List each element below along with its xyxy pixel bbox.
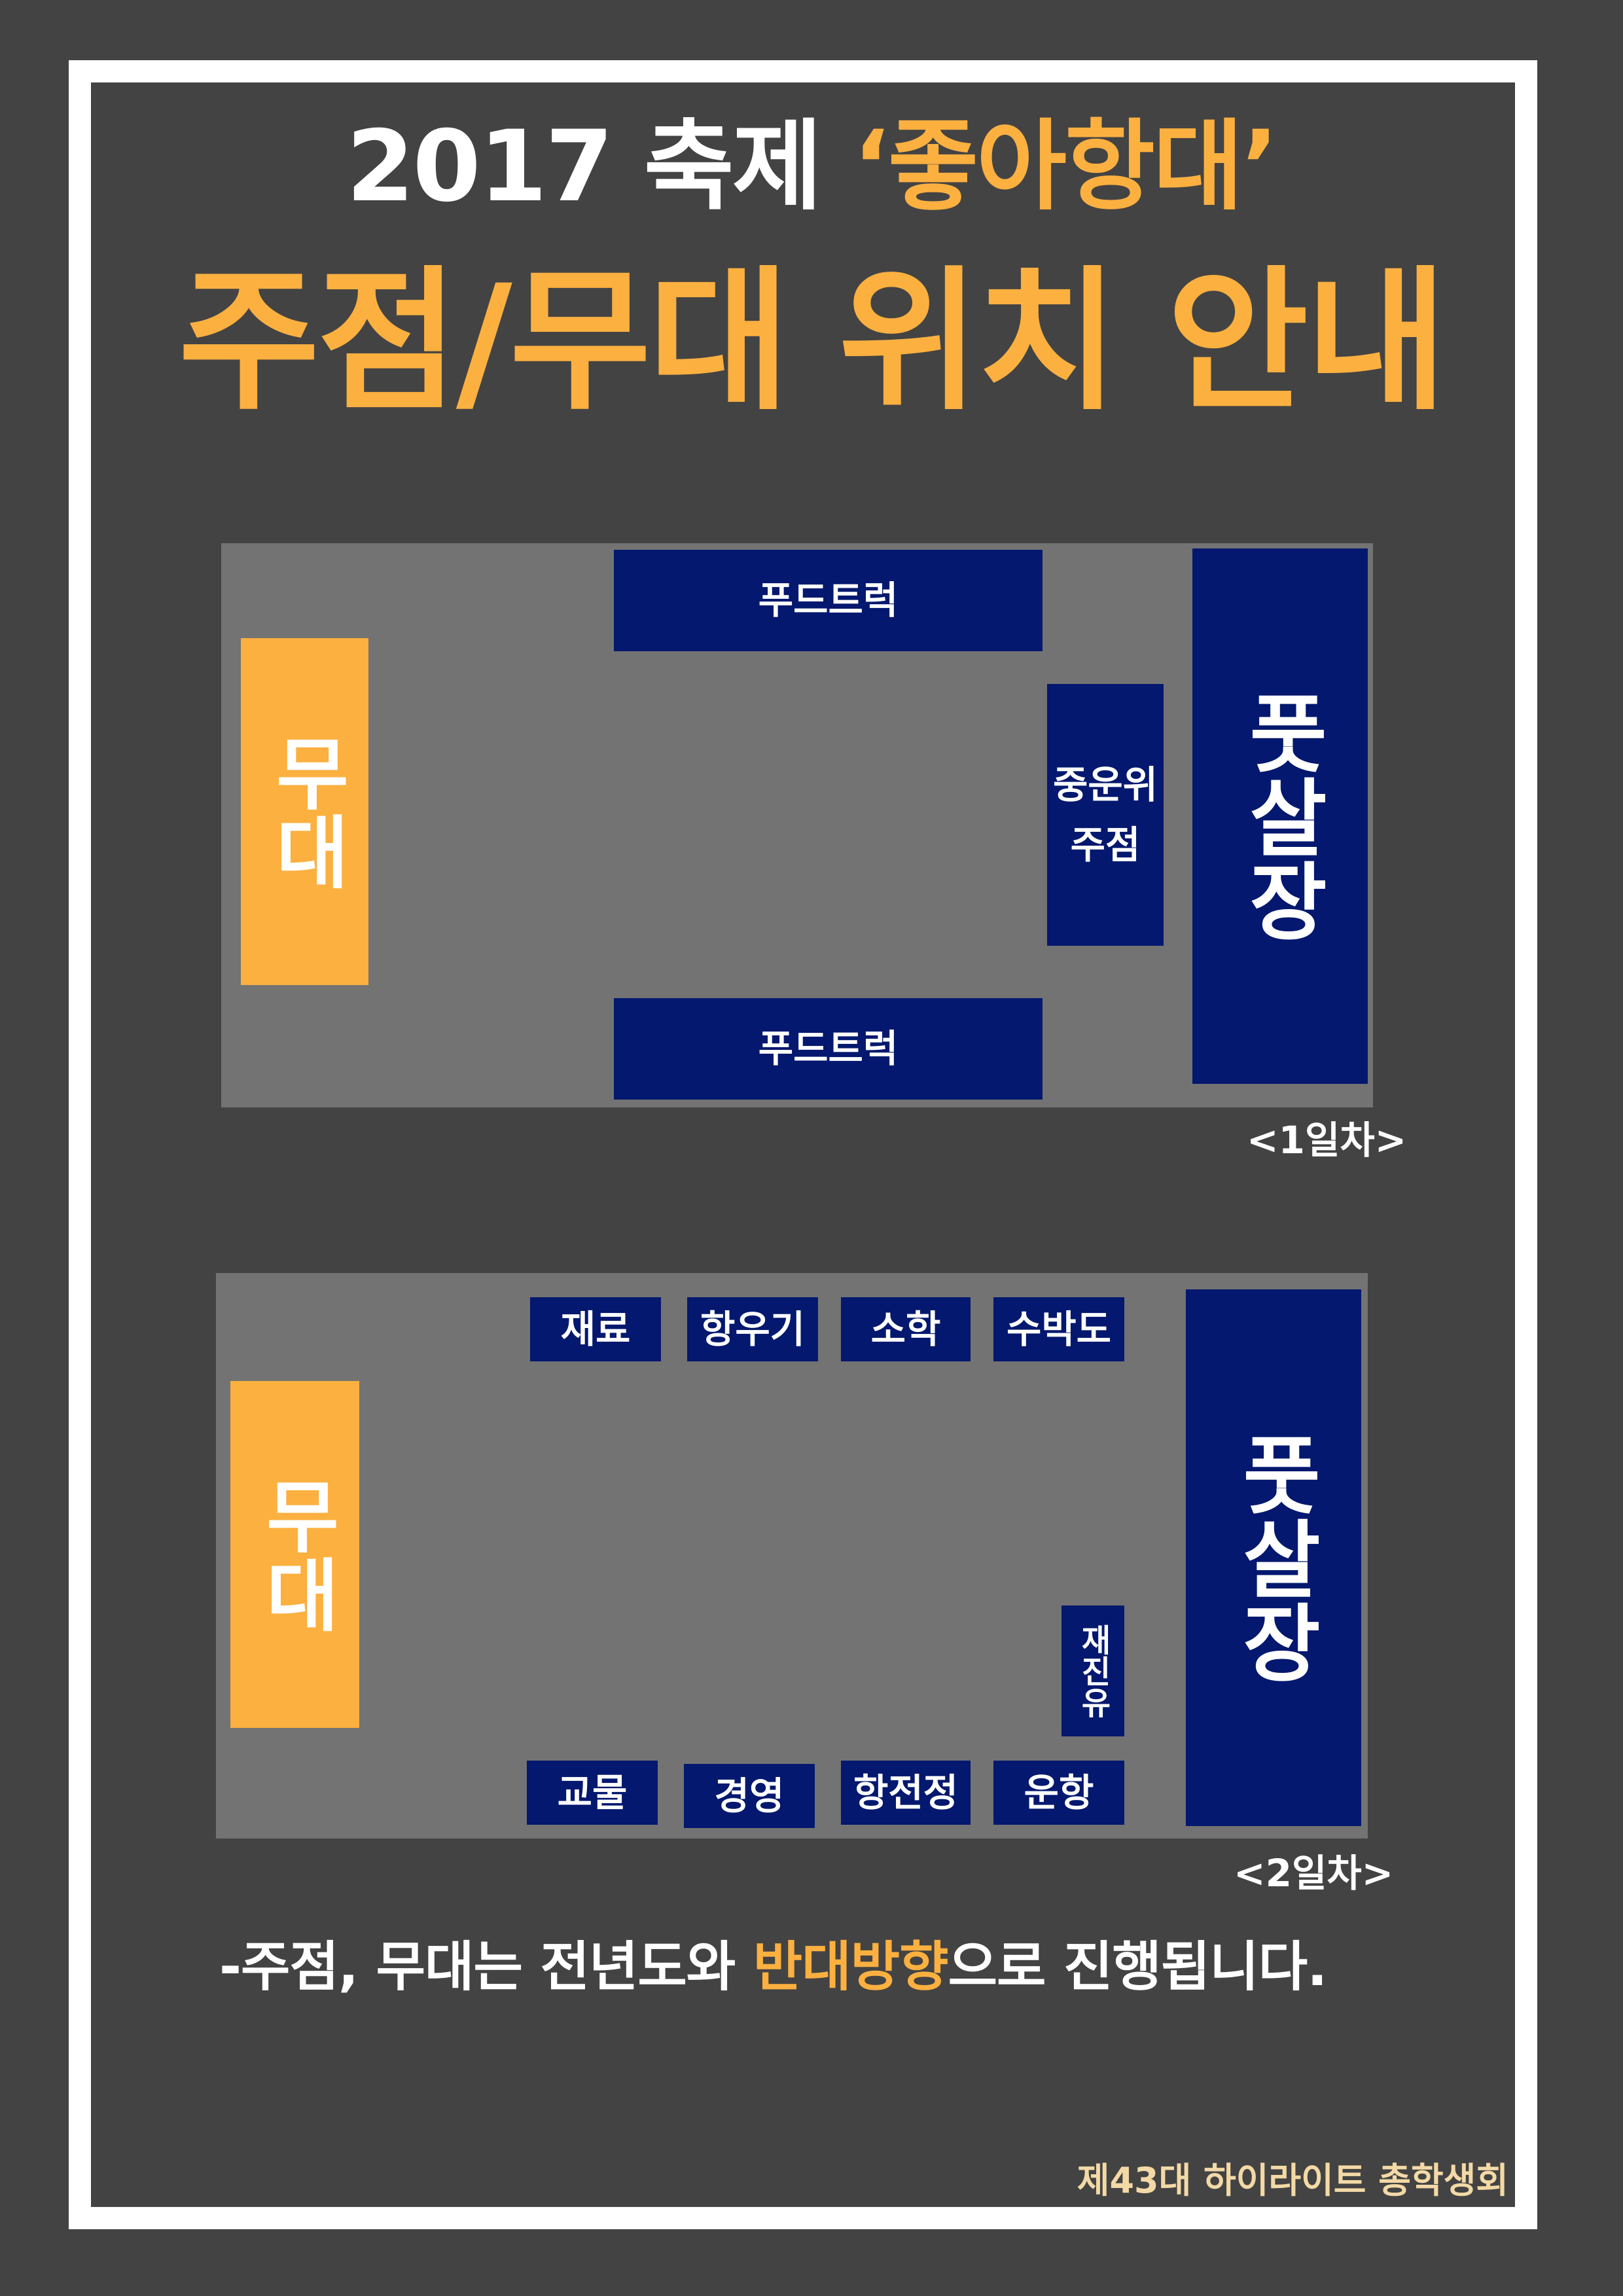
day2-map: 무대 재료 항우기 소학 수박도 교물 경영 항전정 운항 재진유 풋살장 xyxy=(216,1273,1368,1839)
day2-caption: <2일차> xyxy=(1234,1851,1394,1895)
day1-pub-label-line2: 주점 xyxy=(1070,823,1141,867)
day2-booth-top-4: 수박도 xyxy=(993,1297,1124,1361)
day2-booth-bottom-1-label: 교물 xyxy=(557,1770,628,1815)
day2-booth-bottom-2-label: 경영 xyxy=(714,1773,785,1818)
day1-futsal-field: 풋살장 xyxy=(1192,548,1368,1084)
notice-text: -주점, 무대는 전년도와 반대방향으로 진행됩니다. xyxy=(219,1941,1327,1994)
day2-booth-top-2: 항우기 xyxy=(687,1297,818,1361)
day2-booth-top-2-label: 항우기 xyxy=(700,1306,806,1352)
day2-booth-side: 재진유 xyxy=(1061,1605,1124,1736)
day1-map: 무대 푸드트럭 푸드트럭 중운위 주점 풋살장 xyxy=(221,543,1373,1107)
notice-suffix: 으로 진행됩니다. xyxy=(948,1936,1328,1998)
day1-futsal-label: 풋살장 xyxy=(1232,691,1329,942)
notice-prefix: -주점, 무대는 전년도와 xyxy=(219,1936,753,1998)
day2-booth-bottom-1: 교물 xyxy=(527,1761,658,1825)
day2-booth-bottom-3: 항전정 xyxy=(841,1761,971,1825)
day2-futsal-field: 풋살장 xyxy=(1186,1289,1361,1826)
poster-title-line2: 주점/무대 위치 안내 xyxy=(178,253,1447,431)
day1-stage-label: 무대 xyxy=(259,733,351,890)
day2-booth-bottom-4-label: 운항 xyxy=(1024,1770,1094,1815)
title-festival-name: ‘좋아항대’ xyxy=(852,110,1279,224)
day2-booth-top-1: 재료 xyxy=(530,1297,661,1361)
notice-highlight: 반대방향 xyxy=(753,1936,949,1998)
day1-foodtruck-top-label: 푸드트럭 xyxy=(758,578,899,623)
day2-stage: 무대 xyxy=(230,1381,359,1728)
day1-foodtruck-bottom-label: 푸드트럭 xyxy=(758,1026,899,1071)
day1-caption: <1일차> xyxy=(1247,1118,1407,1162)
poster-title-line1: 2017 축제 ‘좋아항대’ xyxy=(0,118,1623,216)
day2-booth-top-1-label: 재료 xyxy=(560,1306,631,1352)
day2-booth-bottom-3-label: 항전정 xyxy=(853,1770,959,1815)
day2-booth-bottom-2: 경영 xyxy=(684,1764,815,1828)
day1-foodtruck-top: 푸드트럭 xyxy=(614,550,1043,651)
day2-booth-top-3-label: 소학 xyxy=(870,1306,941,1352)
day1-pub-label-line1: 중운위 xyxy=(1052,762,1158,807)
day2-futsal-label: 풋살장 xyxy=(1225,1432,1323,1683)
day2-booth-side-label: 재진유 xyxy=(1075,1624,1111,1718)
day1-pub-booth: 중운위 주점 xyxy=(1047,684,1164,946)
day2-stage-label: 무대 xyxy=(249,1476,341,1633)
day2-booth-top-4-label: 수박도 xyxy=(1006,1306,1112,1352)
student-council-credit: 제43대 하이라이트 총학생회 xyxy=(1077,2160,1508,2201)
day2-booth-top-3: 소학 xyxy=(841,1297,971,1361)
title-year-festival: 2017 축제 xyxy=(346,110,853,224)
day1-stage: 무대 xyxy=(241,638,368,985)
day1-foodtruck-bottom: 푸드트럭 xyxy=(614,998,1043,1100)
day2-booth-bottom-4: 운항 xyxy=(993,1761,1124,1825)
poster-frame xyxy=(69,60,1537,2229)
